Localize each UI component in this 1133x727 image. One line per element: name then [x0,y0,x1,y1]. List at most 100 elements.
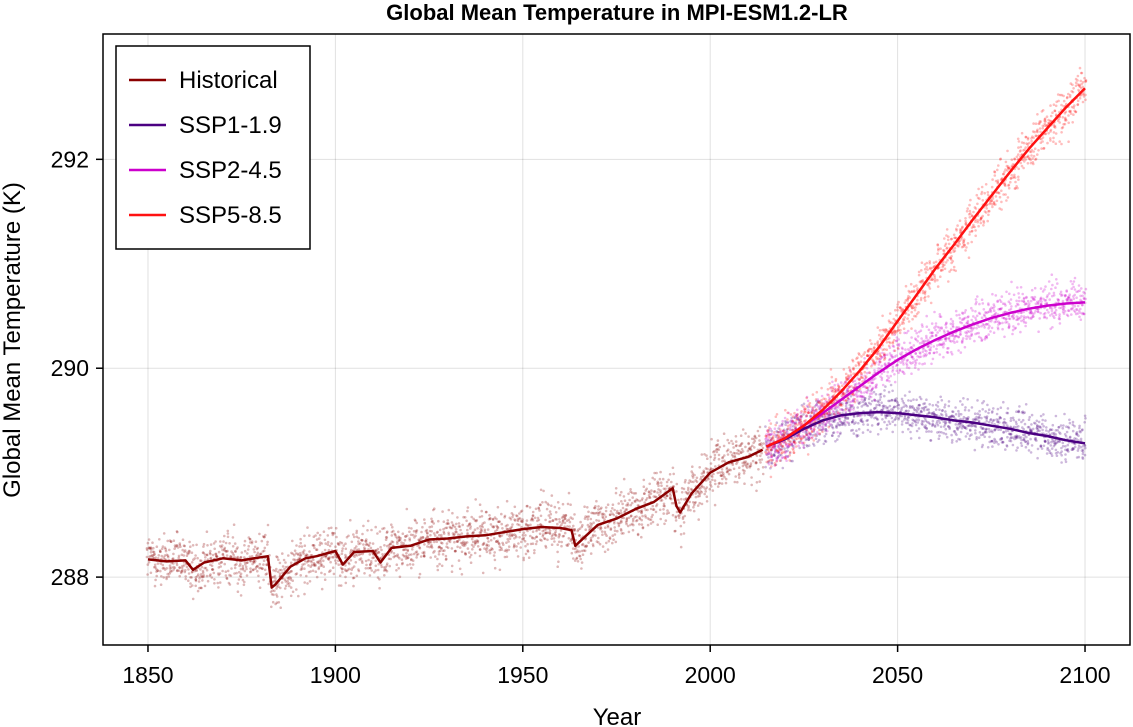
historical-point [615,511,619,515]
historical-point [715,444,719,447]
historical-point [710,474,713,477]
ssp1-1-9-point [863,398,866,402]
historical-point [641,526,645,529]
historical-point [421,535,425,539]
ssp2-4-5-point [974,310,977,313]
historical-point [717,453,721,457]
ssp2-4-5-point [980,298,984,302]
ssp2-4-5-point [1025,302,1029,306]
historical-point [311,544,315,547]
historical-point [369,546,373,550]
historical-point [385,569,389,573]
ssp2-4-5-point [977,311,981,315]
historical-point [715,450,719,454]
historical-point [317,537,321,540]
ssp2-4-5-point [970,318,973,322]
ssp2-4-5-point [921,325,924,328]
ssp5-8-5-point [784,433,787,436]
historical-point [366,566,370,570]
ssp5-8-5-point [778,459,782,463]
historical-point [513,537,516,540]
historical-point [239,567,243,571]
ssp1-1-9-point [1071,429,1075,433]
ssp5-8-5-point [818,428,821,432]
historical-point [469,561,473,564]
ssp1-1-9-point [880,413,883,417]
historical-point [493,551,497,554]
historical-point [176,530,179,534]
historical-point [287,554,290,557]
historical-point [518,523,521,527]
historical-point [370,569,374,572]
ssp1-1-9-point [851,428,854,432]
ssp1-1-9-point [857,389,861,393]
ssp1-1-9-point [895,405,898,408]
historical-point [636,504,640,507]
ssp5-8-5-point [807,411,810,414]
ssp1-1-9-point [1060,450,1063,453]
historical-point [186,551,189,554]
ssp2-4-5-point [938,329,941,332]
historical-point [422,550,426,554]
ssp1-1-9-point [883,420,886,424]
historical-point [228,542,231,545]
historical-point [658,477,662,481]
historical-point [403,548,406,552]
ssp5-8-5-point [802,405,805,408]
historical-point [608,513,612,517]
historical-point [376,532,379,535]
historical-point [165,567,168,570]
ssp2-4-5-point [1022,300,1026,303]
ssp2-4-5-point [852,408,855,411]
ssp2-4-5-point [1078,289,1081,293]
ssp1-1-9-point [948,421,952,424]
ssp1-1-9-point [911,405,914,408]
historical-point [670,480,673,484]
ssp2-4-5-point [934,322,938,325]
ssp1-1-9-point [927,408,930,411]
ssp2-4-5-point [1060,293,1064,297]
ssp2-4-5-point [914,351,917,355]
historical-point [401,553,405,557]
historical-point [291,552,295,556]
ssp1-1-9-point [950,433,953,437]
ssp1-1-9-point [783,440,787,444]
historical-point [360,538,363,542]
historical-point [543,537,547,541]
ssp2-4-5-point [871,381,875,385]
historical-point [284,580,288,583]
ssp1-1-9-point [1027,449,1031,452]
ssp1-1-9-point [812,442,815,446]
historical-point [648,495,651,499]
historical-point [561,519,565,523]
historical-point [298,545,301,548]
historical-point [382,566,386,569]
historical-point [706,467,709,471]
historical-point [418,572,422,576]
historical-point [674,519,678,522]
historical-point [452,533,456,537]
ssp2-4-5-point [1050,287,1053,291]
historical-point [692,509,696,513]
ssp1-1-9-point [882,404,885,408]
historical-point [176,546,180,549]
historical-point [220,546,223,549]
historical-point [741,428,745,431]
historical-point [658,508,662,512]
historical-point [449,526,452,530]
historical-point [421,525,424,529]
historical-point [640,535,643,539]
historical-point [450,521,454,524]
ssp2-4-5-point [1058,306,1061,310]
chart-title: Global Mean Temperature in MPI-ESM1.2-LR [386,0,848,25]
ssp1-1-9-point [897,407,900,410]
historical-point [415,550,419,553]
ssp1-1-9-point [856,414,859,418]
ssp1-1-9-point [884,385,887,388]
historical-point [530,517,534,520]
historical-point [309,559,313,563]
historical-point [243,580,246,584]
ssp1-1-9-point [815,434,819,438]
historical-point [306,526,309,529]
historical-point [620,511,623,515]
